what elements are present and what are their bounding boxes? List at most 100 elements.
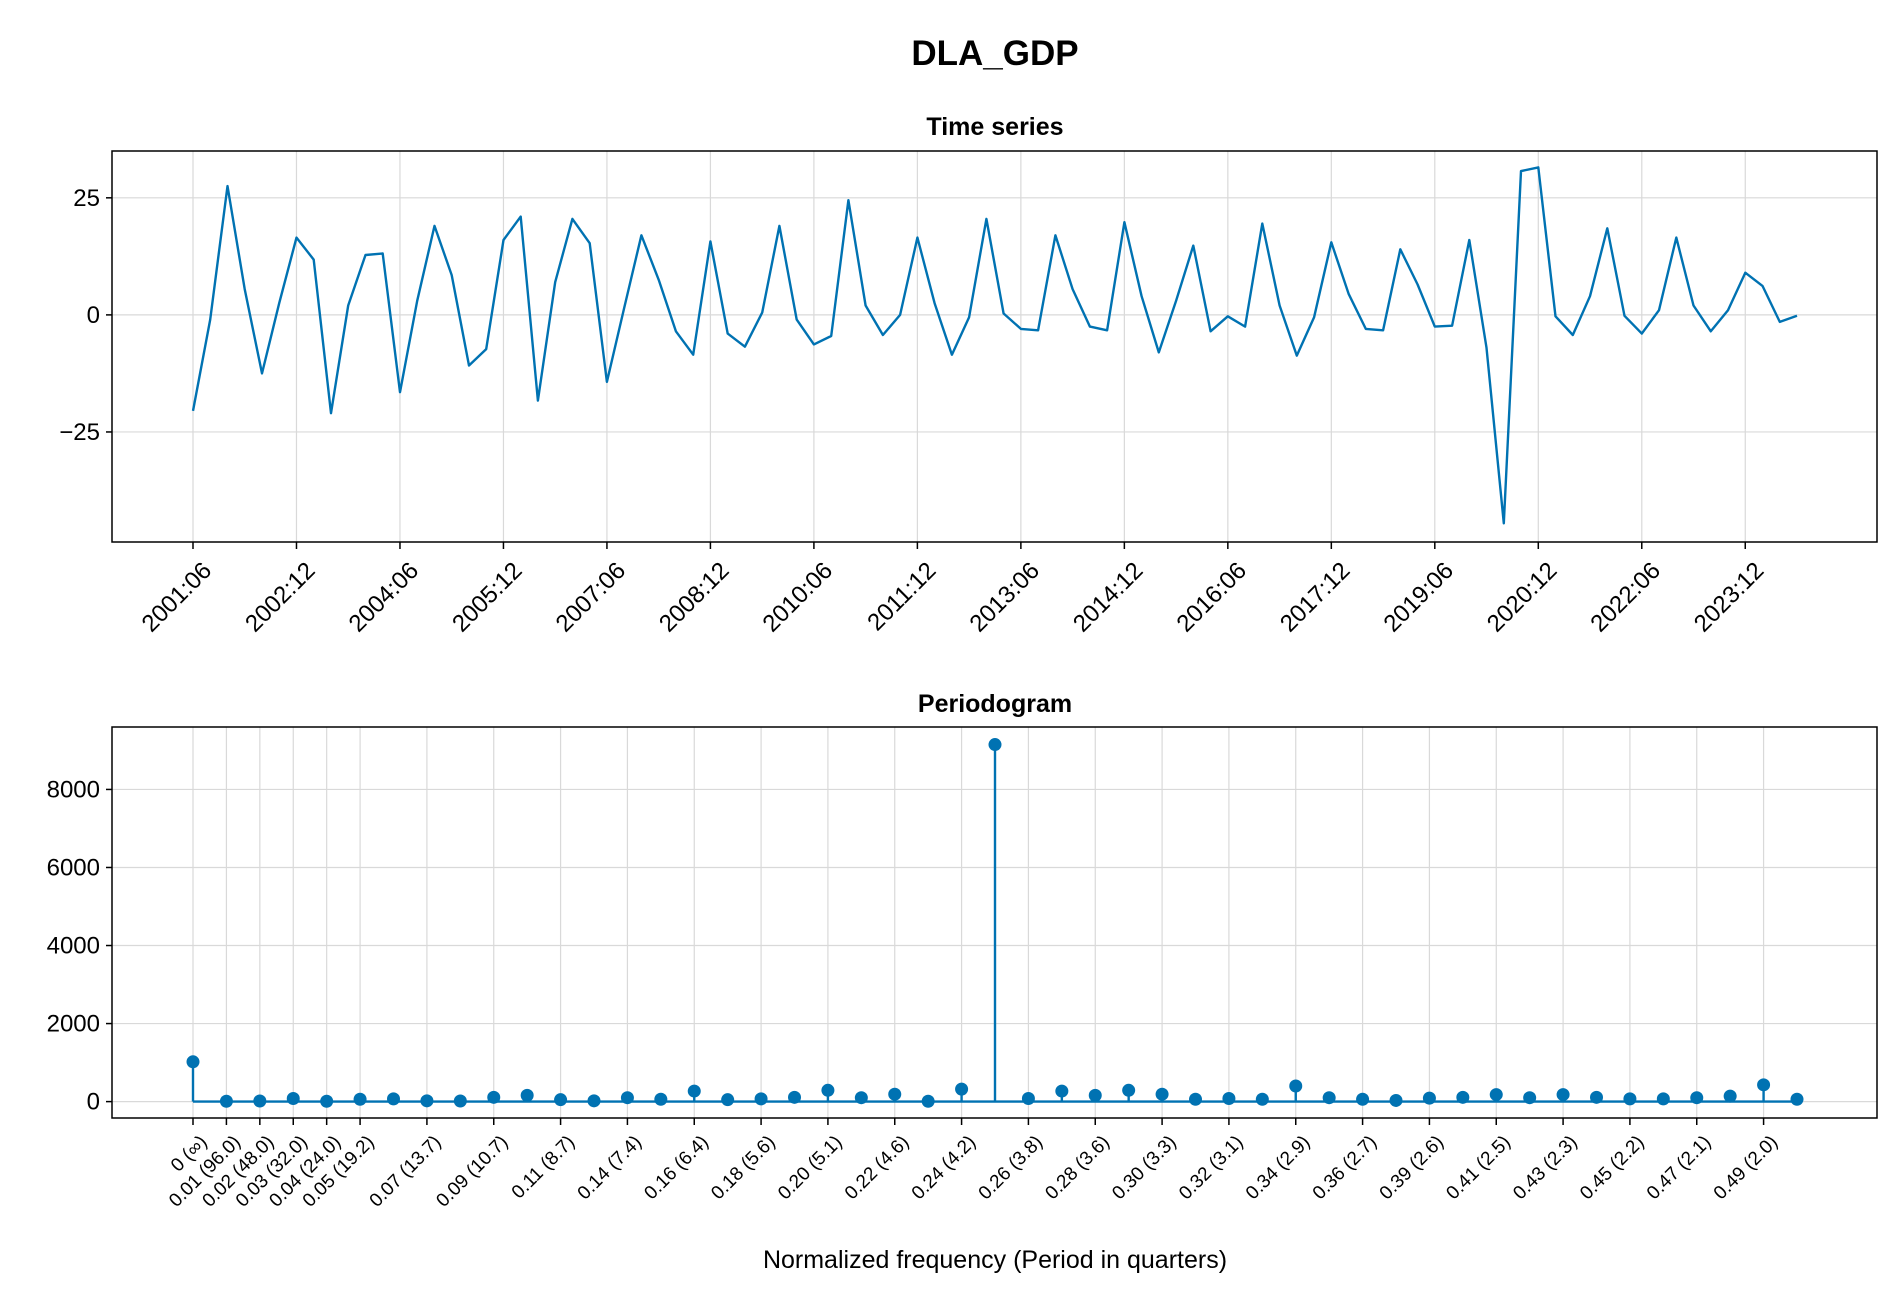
pg-x-tick-label: 0.22 (4.6) [841, 1132, 913, 1204]
pg-x-tick-label: 0.20 (5.1) [774, 1132, 846, 1204]
pg-x-tick-label: 0.45 (2.2) [1576, 1132, 1648, 1204]
pg-stem-marker [1055, 1084, 1069, 1098]
pg-stem-marker [1623, 1092, 1637, 1106]
time-series-title: Time series [926, 113, 1063, 141]
pg-x-tick-label: 0.47 (2.1) [1643, 1132, 1715, 1204]
pg-stem-marker [1523, 1091, 1537, 1105]
pg-x-tick-label: 0.28 (3.6) [1041, 1132, 1113, 1204]
ts-x-tick-label: 2022:06 [1585, 557, 1665, 637]
ts-x-tick-label: 2007:06 [551, 557, 631, 637]
pg-stem-marker [1456, 1090, 1470, 1104]
pg-x-tick-label: 0.14 (7.4) [574, 1132, 646, 1204]
ts-x-tick-label: 2023:12 [1689, 557, 1769, 637]
pg-y-tick-label: 4000 [47, 933, 100, 960]
pg-x-tick-label: 0.26 (3.8) [975, 1132, 1047, 1204]
pg-x-tick-label: 0.11 (8.7) [508, 1132, 579, 1203]
periodogram-x-axis-label: Normalized frequency (Period in quarters… [763, 1246, 1227, 1274]
figure-title: DLA_GDP [911, 34, 1078, 73]
pg-stem-marker [1088, 1088, 1102, 1102]
pg-stem-marker [1155, 1087, 1169, 1101]
ts-x-tick-label: 2005:12 [447, 557, 527, 637]
pg-stem-marker [487, 1090, 501, 1104]
ts-x-tick-label: 2008:12 [654, 557, 734, 637]
time-series-grid [112, 151, 1877, 542]
ts-series-line [191, 166, 1798, 525]
pg-stem-marker [1590, 1090, 1603, 1104]
pg-x-tick-label: 0.07 (13.7) [366, 1132, 446, 1212]
pg-x-tick-label: 0.16 (6.4) [640, 1132, 712, 1204]
pg-x-tick-label: 0.49 (2.0) [1710, 1132, 1782, 1204]
periodogram-data [186, 738, 1804, 1108]
pg-x-tick-label: 0.30 (3.3) [1108, 1132, 1180, 1204]
pg-x-tick-label: 0.24 (4.2) [908, 1132, 980, 1204]
time-series-panel: Time series −25 0 25 2001:06 2002:12 2004:06 2… [59, 113, 1878, 637]
ts-x-tick-label: 2017:12 [1275, 557, 1355, 637]
pg-stem-marker [1021, 1091, 1035, 1105]
ts-x-tick-label: 2020:12 [1482, 557, 1562, 637]
pg-stem-marker [1389, 1093, 1403, 1107]
pg-stem-marker [420, 1094, 434, 1108]
pg-stem-marker [721, 1093, 735, 1107]
ts-y-tick-label: 25 [73, 185, 100, 212]
pg-stem-marker [654, 1092, 668, 1106]
pg-x-tick-label: 0.41 (2.5) [1442, 1132, 1514, 1204]
ts-x-tick-label: 2013:06 [965, 557, 1045, 637]
pg-stem-marker [186, 1055, 200, 1069]
pg-stem-marker [1322, 1091, 1336, 1105]
pg-stem-marker [1656, 1092, 1670, 1106]
pg-stem-marker [253, 1094, 267, 1108]
pg-x-tick-label: 0.32 (3.1) [1175, 1132, 1247, 1204]
ts-x-tick-label: 2010:06 [758, 557, 838, 637]
ts-x-tick-label: 2001:06 [137, 557, 217, 637]
ts-x-tick-label: 2002:12 [240, 557, 320, 637]
pg-stem-marker [821, 1083, 835, 1097]
periodogram-title: Periodogram [918, 690, 1072, 718]
pg-stem-marker [587, 1094, 601, 1108]
pg-x-tick-label: 0.18 (5.6) [707, 1132, 779, 1204]
pg-stem-marker [387, 1092, 400, 1106]
pg-stem-marker [988, 738, 1002, 752]
pg-stem-marker [1757, 1078, 1771, 1092]
ts-x-tick-label: 2011:12 [862, 557, 941, 636]
pg-stem-marker [554, 1093, 568, 1107]
pg-stem-marker [1222, 1091, 1236, 1105]
ts-y-tick-label: −25 [59, 419, 100, 446]
ts-x-tick-label: 2014:12 [1068, 557, 1148, 637]
pg-stem-marker [1556, 1088, 1570, 1102]
pg-y-tick-label: 8000 [47, 776, 100, 803]
pg-stem-marker [520, 1088, 534, 1102]
pg-stem-marker [320, 1094, 334, 1108]
pg-x-tick-label: 0.43 (2.3) [1509, 1132, 1581, 1204]
pg-stem-marker [1489, 1088, 1503, 1102]
pg-stem-marker [1255, 1092, 1269, 1106]
pg-stem-marker [788, 1090, 801, 1104]
pg-stem-marker [955, 1082, 969, 1096]
pg-stem-marker [620, 1091, 634, 1105]
pg-stem-marker [1189, 1092, 1202, 1106]
pg-stem-marker [1790, 1092, 1804, 1106]
pg-stem-marker [1356, 1092, 1370, 1106]
pg-stem-marker [353, 1092, 367, 1106]
pg-stem-marker [1122, 1083, 1136, 1097]
pg-stem-marker [888, 1087, 902, 1101]
pg-stem-marker [1690, 1091, 1704, 1105]
time-series-frame [111, 150, 1878, 543]
pg-stem-marker [687, 1084, 701, 1098]
ts-y-tick-label: 0 [87, 302, 100, 329]
time-series-data [191, 166, 1798, 525]
ts-x-tick-label: 2019:06 [1378, 557, 1458, 637]
pg-stem-marker [921, 1094, 935, 1108]
pg-y-tick-label: 2000 [47, 1011, 100, 1038]
pg-x-tick-label: 0.09 (10.7) [432, 1132, 512, 1212]
pg-x-tick-label: 0.34 (2.9) [1242, 1132, 1314, 1204]
pg-stem-marker [219, 1094, 233, 1108]
pg-y-tick-label: 0 [87, 1089, 100, 1116]
pg-stem-marker [1723, 1089, 1737, 1103]
pg-stem-marker [286, 1091, 300, 1105]
pg-stem-marker [453, 1094, 467, 1108]
ts-x-tick-label: 2004:06 [344, 557, 424, 637]
pg-stem-marker [754, 1092, 768, 1106]
